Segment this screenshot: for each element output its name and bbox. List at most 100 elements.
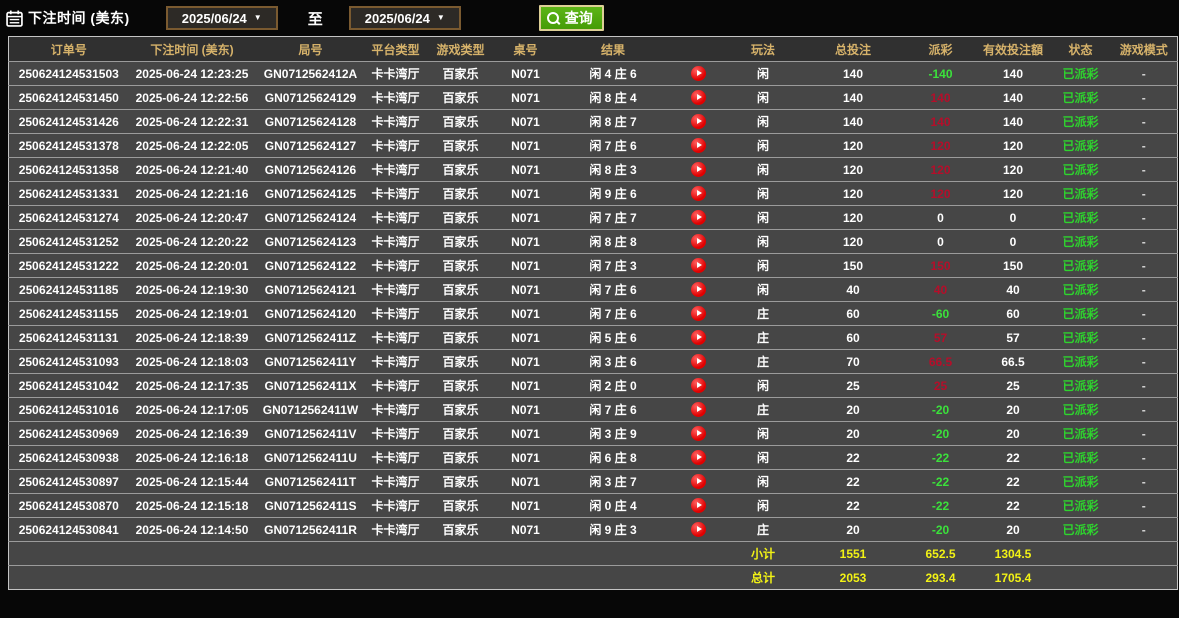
replay-play-icon[interactable] [690,474,706,490]
bet-time: 2025-06-24 12:14:50 [135,522,249,537]
status: 已派彩 [1062,475,1099,489]
payout: 140 [930,114,951,129]
replay-play-icon[interactable] [690,498,706,514]
total-bet: 22 [846,450,860,465]
platform-type: 卡卡湾厅 [371,403,420,417]
play-type: 闲 [756,67,769,81]
result: 闲 4 庄 6 [589,67,637,81]
result: 闲 0 庄 4 [589,499,637,513]
replay-play-icon[interactable] [690,330,706,346]
result: 闲 6 庄 8 [589,451,637,465]
status: 已派彩 [1062,283,1099,297]
date-from-select[interactable]: 2025/06/24 ▼ [165,6,278,30]
replay-play-icon[interactable] [690,138,706,154]
bet-time: 2025-06-24 12:15:44 [135,474,249,489]
replay-cell [671,278,726,302]
total-bet: 150 [842,258,864,273]
status: 已派彩 [1062,211,1099,225]
bet-records-table: 订单号 下注时间 (美东) 局号 平台类型 游戏类型 桌号 结果 玩法 总投注 … [8,36,1178,590]
table-number: N071 [511,210,540,225]
game-mode: - [1141,306,1146,321]
order-number: 250624124531222 [18,258,119,273]
result: 闲 9 庄 3 [589,523,637,537]
platform-type: 卡卡湾厅 [371,163,420,177]
play-type: 闲 [756,259,769,273]
replay-play-icon[interactable] [690,378,706,394]
replay-play-icon[interactable] [690,210,706,226]
chevron-down-icon: ▼ [253,13,262,22]
replay-cell [671,182,726,206]
replay-play-icon[interactable] [690,402,706,418]
order-number: 250624124531252 [18,234,119,249]
play-type: 闲 [756,451,769,465]
round-number: GN07125624120 [264,306,357,321]
game-mode: - [1141,498,1146,513]
total-bet: 22 [846,498,860,513]
replay-play-icon[interactable] [690,234,706,250]
result: 闲 9 庄 6 [589,187,637,201]
replay-play-icon[interactable] [690,162,706,178]
status: 已派彩 [1062,139,1099,153]
total-bet: 140 [842,114,864,129]
game-type: 百家乐 [442,283,479,297]
status: 已派彩 [1062,355,1099,369]
replay-play-icon[interactable] [690,450,706,466]
platform-type: 卡卡湾厅 [371,211,420,225]
replay-play-icon[interactable] [690,66,706,82]
order-number: 250624124530938 [18,450,119,465]
replay-cell [671,374,726,398]
order-number: 250624124531426 [18,114,119,129]
replay-play-icon[interactable] [690,282,706,298]
bet-time: 2025-06-24 12:17:35 [135,378,249,393]
date-to-select[interactable]: 2025/06/24 ▼ [348,6,461,30]
game-mode: - [1141,426,1146,441]
table-row: 250624124531450 2025-06-24 12:22:56 GN0712… [8,85,1178,110]
bet-time-filter-label: 下注时间 (美东) [6,8,130,28]
bet-time: 2025-06-24 12:18:03 [135,354,249,369]
result: 闲 7 庄 3 [589,259,637,273]
round-number: GN0712562411Z [264,330,357,345]
table-number: N071 [511,66,540,81]
search-button[interactable]: 查询 [538,5,604,31]
platform-type: 卡卡湾厅 [371,91,420,105]
payout: 40 [933,282,948,297]
table-number: N071 [511,522,540,537]
order-number: 250624124531185 [19,282,119,297]
col-round-number: 局号 [255,36,366,62]
replay-play-icon[interactable] [690,306,706,322]
payout: 0 [937,234,944,249]
replay-play-icon[interactable] [690,258,706,274]
replay-cell [671,230,726,254]
table-number: N071 [511,90,540,105]
game-mode: - [1141,474,1146,489]
round-number: GN0712562411Y [264,354,357,369]
game-type: 百家乐 [442,307,479,321]
game-type: 百家乐 [442,379,479,393]
platform-type: 卡卡湾厅 [371,499,420,513]
game-type: 百家乐 [442,451,479,465]
platform-type: 卡卡湾厅 [371,331,420,345]
replay-play-icon[interactable] [690,90,706,106]
bet-time: 2025-06-24 12:21:40 [135,162,249,177]
table-row: 250624124531185 2025-06-24 12:19:30 GN0712… [8,277,1178,302]
replay-play-icon[interactable] [690,114,706,130]
status: 已派彩 [1062,67,1099,81]
play-type: 闲 [756,475,769,489]
play-type: 闲 [756,283,769,297]
order-number: 250624124531016 [18,402,119,417]
payout: -60 [931,306,950,321]
date-to-value: 2025/06/24 [364,10,430,26]
replay-play-icon[interactable] [690,426,706,442]
replay-play-icon[interactable] [690,186,706,202]
game-mode: - [1141,210,1146,225]
order-number: 250624124531093 [18,354,119,369]
subtotal-row: 小计 1551 652.5 1304.5 [8,541,1178,566]
status: 已派彩 [1062,235,1099,249]
total-bet: 60 [846,330,860,345]
replay-cell [671,446,726,470]
table-number: N071 [511,234,540,249]
replay-play-icon[interactable] [690,354,706,370]
table-row: 250624124530841 2025-06-24 12:14:50 GN0712… [8,517,1178,542]
replay-play-icon[interactable] [690,522,706,538]
game-mode: - [1141,330,1146,345]
